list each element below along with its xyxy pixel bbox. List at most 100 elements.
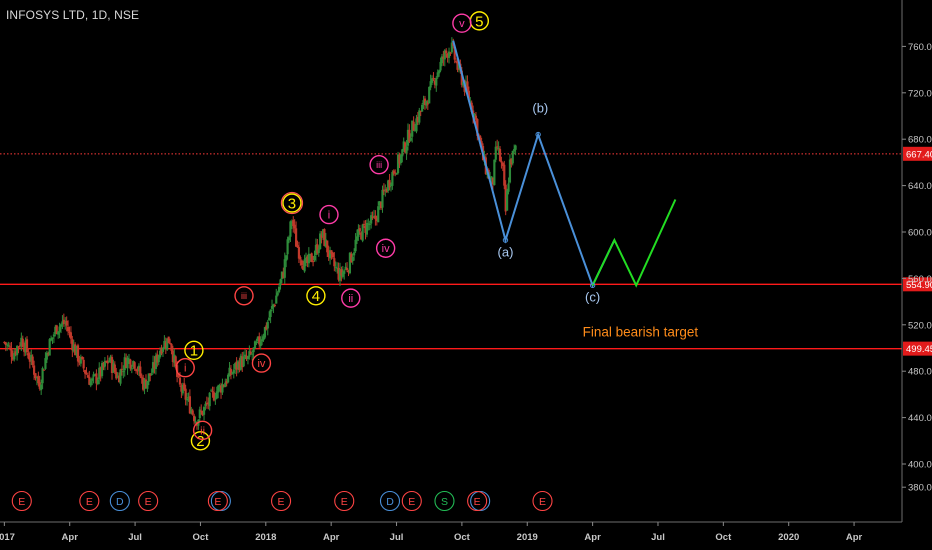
- event-marker[interactable]: [109, 490, 130, 512]
- candle-body: [268, 317, 271, 321]
- event-marker[interactable]: [467, 490, 488, 512]
- candle-body: [47, 353, 50, 355]
- candle-body: [126, 357, 129, 369]
- candle-body: [208, 392, 211, 407]
- candle-body: [428, 86, 431, 104]
- candle-body: [99, 367, 102, 377]
- x-tick-label: 2018: [255, 532, 276, 543]
- event-marker[interactable]: [271, 490, 292, 512]
- price-line-label-bg: [903, 277, 932, 292]
- candle-body: [474, 115, 478, 120]
- candle-body: [405, 146, 408, 154]
- event-marker[interactable]: [532, 490, 553, 512]
- candle-body: [367, 223, 370, 225]
- candle-body: [338, 269, 342, 281]
- candle-body: [316, 244, 319, 254]
- candle-body: [24, 340, 27, 353]
- candle-body: [86, 375, 90, 378]
- projection-layer: [452, 40, 677, 289]
- candle-body: [491, 177, 495, 185]
- bearish-target-annotation: Final bearish target: [583, 324, 699, 339]
- candle-body: [327, 251, 330, 258]
- candle-body: [344, 266, 347, 270]
- candle-body: [455, 60, 458, 62]
- candle-body: [105, 361, 108, 363]
- candle-body: [374, 215, 377, 220]
- candle-body: [58, 326, 61, 332]
- candle-body: [261, 339, 264, 342]
- event-marker[interactable]: [138, 490, 159, 512]
- candle-body: [207, 402, 210, 405]
- candle-body: [134, 369, 138, 371]
- wave-label-text: iv: [257, 358, 265, 370]
- candle-body: [447, 51, 451, 58]
- event-marker-text: D: [386, 496, 394, 508]
- candle-body: [96, 379, 99, 385]
- candle-body: [290, 221, 293, 224]
- candle-body: [174, 356, 177, 367]
- candle-body: [219, 385, 223, 393]
- candle-body: [361, 224, 364, 241]
- candle-body: [357, 229, 360, 237]
- candle-body: [323, 229, 326, 246]
- candle-body: [256, 336, 259, 342]
- x-tick-label: Oct: [715, 532, 732, 543]
- candle-body: [350, 253, 353, 263]
- candle-body: [494, 146, 497, 160]
- event-marker[interactable]: [207, 490, 228, 512]
- event-marker[interactable]: [434, 490, 455, 512]
- wave-label-circle: [184, 340, 204, 361]
- candle-body: [64, 322, 67, 324]
- event-marker-text: E: [539, 496, 546, 508]
- candle-body: [102, 362, 105, 368]
- event-marker[interactable]: [334, 490, 355, 512]
- candle-body: [108, 360, 111, 363]
- candle-body: [354, 239, 357, 252]
- event-marker[interactable]: [79, 490, 100, 512]
- candle-body: [498, 148, 502, 162]
- candle-body: [404, 142, 407, 153]
- candle-body: [345, 267, 349, 271]
- candle-body: [331, 252, 335, 258]
- candle-body: [310, 253, 313, 263]
- candle-body: [262, 336, 265, 341]
- candle-body: [446, 53, 449, 58]
- candle-body: [276, 292, 279, 296]
- candle-body: [433, 80, 436, 85]
- candle-body: [41, 368, 44, 384]
- candle-body: [430, 78, 434, 83]
- candle-body: [507, 183, 510, 192]
- candle-body: [232, 369, 235, 374]
- x-tick-label: Apr: [584, 532, 601, 543]
- candle-body: [510, 158, 513, 165]
- wave-label-text: v: [459, 18, 465, 30]
- candle-body: [181, 384, 184, 394]
- candle-body: [401, 149, 404, 157]
- candle-body: [450, 42, 453, 53]
- candle-body: [13, 353, 16, 360]
- candle-body: [245, 355, 248, 360]
- candle-body: [193, 415, 196, 422]
- y-tick-label: 520.00: [908, 320, 932, 331]
- candle-body: [23, 347, 26, 352]
- candle-body: [439, 61, 442, 71]
- candle-body: [55, 325, 58, 334]
- candle-body: [231, 372, 234, 374]
- event-marker[interactable]: [11, 490, 32, 512]
- candle-body: [508, 159, 512, 183]
- candle-body: [205, 402, 208, 404]
- candle-body: [200, 410, 203, 412]
- event-marker[interactable]: [401, 490, 422, 512]
- wave-label-circle: [190, 431, 211, 451]
- candle-body: [272, 304, 275, 307]
- candle-body: [164, 342, 167, 348]
- price-lines-layer: 667.40 554.90 499.45: [0, 146, 932, 356]
- candle-body: [122, 371, 125, 373]
- event-marker[interactable]: [379, 490, 401, 512]
- candle-body: [120, 368, 124, 370]
- candle-body: [263, 327, 267, 338]
- candle-body: [159, 350, 162, 357]
- candle-body: [300, 260, 303, 266]
